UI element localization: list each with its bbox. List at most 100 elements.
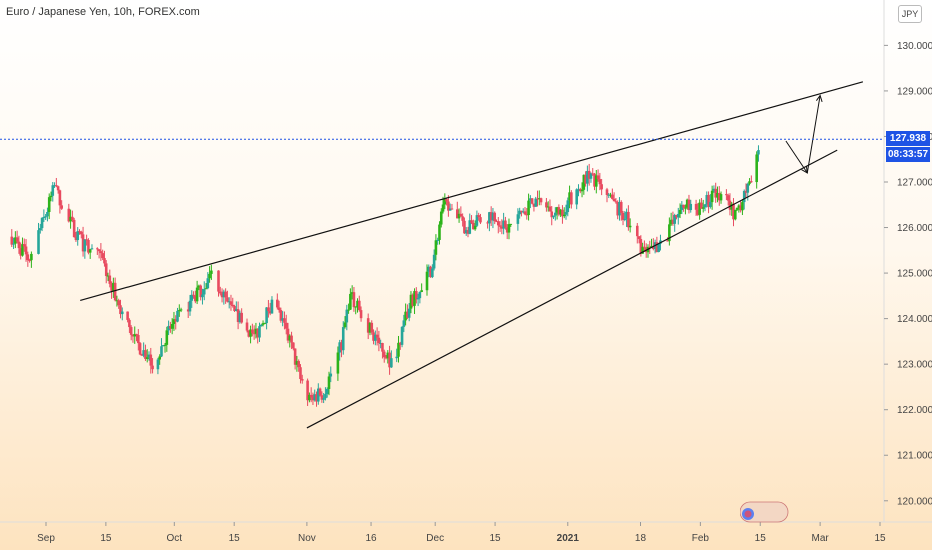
candle-body xyxy=(320,395,324,400)
candle-body xyxy=(600,184,603,190)
candle-body xyxy=(270,299,274,314)
candle-body xyxy=(51,185,55,196)
candle-body xyxy=(327,376,331,389)
candle-body xyxy=(463,220,466,234)
candle-body xyxy=(552,215,555,218)
candle-body xyxy=(172,319,176,324)
candle-body xyxy=(390,358,393,368)
candle-body xyxy=(15,237,19,242)
candle-body xyxy=(195,287,199,302)
candle-body xyxy=(495,221,498,223)
candle-body xyxy=(325,388,329,395)
projection-arrow xyxy=(806,95,820,173)
candle-body xyxy=(448,208,452,211)
candle-body xyxy=(199,285,202,298)
candle-body xyxy=(652,245,655,250)
candle-body xyxy=(500,226,504,229)
candle-body xyxy=(85,239,88,241)
candle-body xyxy=(190,294,194,301)
candle-body xyxy=(311,397,315,401)
candle-body xyxy=(110,283,113,291)
candle-body xyxy=(151,365,154,370)
candle-body xyxy=(434,240,438,255)
candle-body xyxy=(343,322,347,328)
candle-body xyxy=(648,246,652,248)
candle-body xyxy=(251,329,254,334)
candle-body xyxy=(550,211,554,218)
last-price-tag: 127.938 xyxy=(886,131,930,147)
candle-body xyxy=(341,327,345,351)
candle-body xyxy=(87,239,90,253)
candle-body xyxy=(416,298,420,300)
candle-body xyxy=(37,230,40,254)
candle-body xyxy=(49,195,53,198)
candle-body xyxy=(197,285,201,288)
candle-body xyxy=(611,194,614,199)
candle-body xyxy=(509,223,513,225)
candle-body xyxy=(55,185,58,187)
candle-body xyxy=(529,198,532,201)
candle-body xyxy=(252,333,256,335)
candle-body xyxy=(432,254,436,269)
candle-body xyxy=(142,350,145,356)
candle-body xyxy=(439,211,443,225)
candle-body xyxy=(402,320,406,327)
candle-body xyxy=(78,231,81,233)
candle-body xyxy=(138,343,142,355)
candle-body xyxy=(145,357,149,359)
candle-body xyxy=(698,202,701,215)
candle-body xyxy=(735,207,739,210)
candle-body xyxy=(129,327,133,335)
candle-body xyxy=(669,219,673,225)
broker-logo xyxy=(740,501,789,523)
candle-body xyxy=(261,323,265,325)
candle-body xyxy=(438,224,441,240)
candle-body xyxy=(202,289,206,295)
candle-body xyxy=(411,294,415,306)
candle-body xyxy=(357,300,361,311)
candle-body xyxy=(607,194,611,196)
candle-body xyxy=(83,239,87,252)
candle-body xyxy=(372,332,375,341)
candle-body xyxy=(135,333,138,336)
candle-body xyxy=(158,356,161,360)
candle-body xyxy=(179,309,183,311)
trendline-upper-resistance xyxy=(80,81,864,301)
candle-body xyxy=(281,318,284,321)
candle-body xyxy=(404,311,407,321)
candle-body xyxy=(265,307,268,324)
candle-body xyxy=(685,199,689,208)
candle-body xyxy=(479,217,482,223)
candle-body xyxy=(407,308,411,318)
candle-body xyxy=(79,231,83,235)
candle-body xyxy=(226,297,229,302)
candle-body xyxy=(536,198,539,200)
candle-body xyxy=(441,204,445,212)
candle-body xyxy=(596,175,600,180)
candle-body xyxy=(233,306,236,311)
candle-body xyxy=(591,173,595,175)
x-tick-label: Dec xyxy=(426,533,444,544)
candle-body xyxy=(676,213,680,218)
candle-body xyxy=(345,309,349,323)
y-tick-label: 125.000 xyxy=(897,269,932,280)
candle-body xyxy=(684,207,687,209)
candle-body xyxy=(635,225,639,237)
x-tick-label: 15 xyxy=(490,533,502,544)
candle-body xyxy=(733,209,737,220)
candle-body xyxy=(186,309,190,312)
candle-body xyxy=(445,199,448,202)
candle-body xyxy=(612,198,616,202)
trendlines-layer xyxy=(80,81,864,429)
currency-badge[interactable]: JPY xyxy=(898,5,922,23)
price-axis: 120.000 121.000 122.000 123.000 124.000 125.0… xyxy=(884,41,932,507)
candle-body xyxy=(140,354,144,356)
candle-body xyxy=(737,205,741,208)
candle-body xyxy=(300,379,304,381)
candle-body xyxy=(491,212,495,221)
candle-body xyxy=(425,271,429,291)
candle-body xyxy=(201,294,204,298)
x-tick-label: 16 xyxy=(365,533,377,544)
candle-body xyxy=(381,343,384,352)
